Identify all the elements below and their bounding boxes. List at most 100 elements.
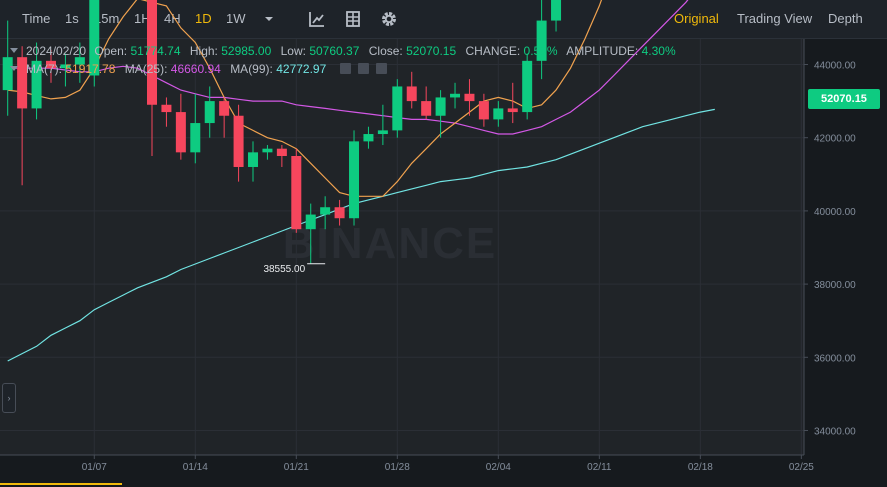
amplitude-label: AMPLITUDE: [566, 44, 639, 58]
candle-up [377, 104, 388, 146]
candle-down [17, 46, 28, 186]
candle-up [190, 93, 201, 164]
open-label: Open: [94, 44, 128, 58]
candle-body [377, 130, 388, 135]
candle-body [421, 101, 432, 116]
change-value: 0.58% [523, 44, 558, 58]
candle-body [190, 123, 201, 153]
candle-up [248, 141, 259, 182]
candle-body [305, 214, 316, 230]
chart-layout-icon[interactable] [343, 9, 363, 29]
ma-collapse-triangle-icon[interactable] [10, 66, 18, 71]
y-tick-label: 44000.00 [814, 61, 856, 72]
low-value: 50760.37 [309, 44, 360, 58]
view-trading-view[interactable]: Trading View [737, 11, 813, 26]
ma25-label: MA(25): [124, 62, 168, 76]
amplitude-value: 4.30% [641, 44, 676, 58]
interval-1w[interactable]: 1W [226, 11, 246, 26]
candle-down [291, 148, 302, 233]
ma-close-icon[interactable] [376, 63, 388, 74]
candle-body [233, 115, 244, 167]
candle-up [392, 79, 403, 138]
ma25-value: 46660.94 [170, 62, 221, 76]
candle-up [551, 0, 562, 32]
ma-visibility-eye-icon[interactable] [339, 63, 351, 74]
candle-up [450, 82, 461, 109]
y-tick-label: 38000.00 [814, 280, 856, 291]
candle-down [233, 104, 244, 182]
interval-1s[interactable]: 1s [65, 11, 79, 26]
candle-down [406, 71, 417, 109]
candle-body [464, 93, 475, 102]
candle-up [320, 196, 331, 230]
candle-up [493, 101, 504, 127]
candle-body [493, 108, 504, 120]
candle-down [276, 145, 287, 167]
candle-body [478, 101, 489, 120]
candle-body [551, 0, 562, 21]
interval-more-chevron-down-icon[interactable] [259, 9, 279, 29]
candle-body [262, 148, 273, 153]
x-tick-label: 02/04 [486, 462, 511, 473]
close-value: 52070.15 [406, 44, 457, 58]
candle-body [276, 148, 287, 156]
candle-down [478, 93, 489, 127]
time-scroll-indicator[interactable] [0, 483, 122, 485]
y-tick-label: 42000.00 [814, 134, 856, 145]
y-tick-label: 40000.00 [814, 207, 856, 218]
candle-up [60, 53, 71, 87]
candle-body [522, 60, 533, 113]
candle-down [507, 82, 518, 124]
candle-down [45, 49, 56, 83]
last-price-tag: 52070.15 [808, 89, 880, 109]
candle-down [334, 199, 345, 226]
view-original[interactable]: Original [674, 11, 719, 26]
candle-up [262, 145, 273, 160]
candle-body [147, 0, 157, 105]
interval-15m[interactable]: 15m [94, 11, 120, 26]
candle-body [89, 0, 100, 76]
candle-body [74, 57, 85, 65]
high-value: 52985.00 [221, 44, 272, 58]
ma-settings-gear-icon[interactable] [357, 63, 369, 74]
extreme-price-label: 38555.00 [263, 264, 305, 275]
x-tick-label: 01/28 [385, 462, 410, 473]
ohlc-date: 2024/02/20 [26, 44, 87, 58]
candle-up [536, 0, 547, 80]
candle-body [536, 20, 547, 61]
ma-info-row: MA(7): 51917.78 MA(25): 46660.94 MA(99):… [26, 62, 388, 76]
interval-1d[interactable]: 1D [195, 11, 212, 26]
candle-body [60, 64, 71, 69]
candle-down [147, 0, 157, 156]
view-depth[interactable]: Depth [828, 11, 863, 26]
candle-body [31, 60, 42, 109]
interval-1h[interactable]: 1H [134, 11, 151, 26]
candle-up [363, 126, 374, 149]
candle-up [522, 53, 533, 120]
indicators-icon[interactable] [307, 9, 327, 29]
expand-panel-chevron-right-icon[interactable]: › [2, 383, 16, 413]
candle-up [435, 90, 446, 138]
ohlc-info-row: 2024/02/20 Open: 51774.74 High: 52985.00… [26, 44, 682, 58]
interval-time[interactable]: Time [22, 11, 51, 26]
candle-down [421, 86, 432, 120]
ohlc-collapse-triangle-icon[interactable] [10, 48, 18, 53]
candle-body [2, 57, 13, 91]
y-tick-label: 34000.00 [814, 427, 856, 438]
open-value: 51774.74 [130, 44, 181, 58]
candle-up [89, 0, 100, 87]
gear-icon[interactable] [379, 9, 399, 29]
candle-down [219, 97, 230, 138]
high-label: High: [189, 44, 218, 58]
candle-up [204, 86, 215, 138]
candle-body [406, 86, 417, 102]
candle-body [334, 207, 345, 219]
candle-body [45, 60, 56, 69]
candle-body [392, 86, 403, 131]
ma25-line [7, 0, 689, 135]
x-tick-label: 02/25 [789, 462, 814, 473]
candle-up [31, 42, 42, 120]
ma99-label: MA(99): [230, 62, 273, 76]
